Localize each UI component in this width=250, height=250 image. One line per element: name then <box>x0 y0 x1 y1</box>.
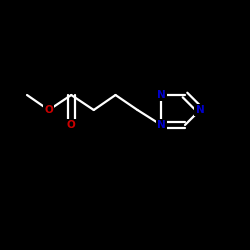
Text: O: O <box>67 120 76 130</box>
Text: N: N <box>157 120 166 130</box>
Text: O: O <box>44 105 53 115</box>
Text: N: N <box>196 105 204 115</box>
Text: N: N <box>157 90 166 100</box>
